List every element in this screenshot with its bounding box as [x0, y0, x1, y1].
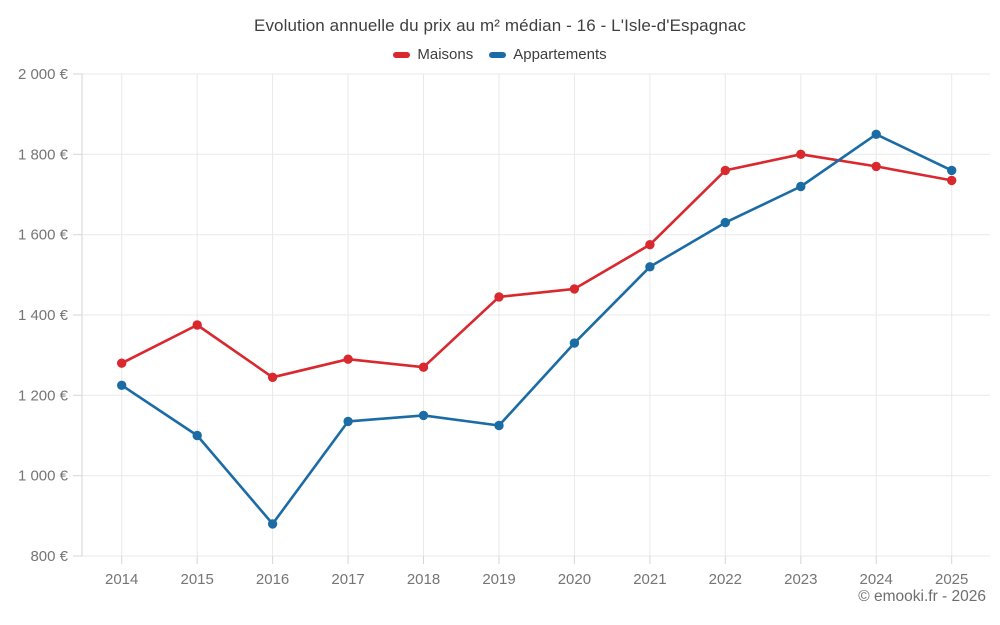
x-tick-label: 2022: [709, 571, 742, 588]
x-tick-label: 2023: [784, 571, 817, 588]
data-point-maisons-2015: [192, 320, 202, 330]
legend-item-maisons[interactable]: Maisons: [393, 46, 473, 63]
x-tick-label: 2020: [558, 571, 591, 588]
data-point-maisons-2018: [418, 362, 429, 372]
data-point-appartements-2019: [494, 420, 504, 431]
legend-label: Appartements: [513, 46, 607, 63]
legend-item-appartements[interactable]: Appartements: [489, 46, 607, 63]
x-tick-label: 2016: [256, 571, 289, 588]
data-point-appartements-2014: [117, 380, 127, 390]
data-point-appartements-2024: [871, 129, 881, 139]
y-tick-label: 1 000 €: [18, 468, 69, 485]
x-tick-label: 2018: [407, 571, 440, 588]
data-point-appartements-2015: [192, 430, 202, 441]
y-tick-label: 1 400 €: [18, 307, 69, 324]
x-tick-label: 2021: [633, 571, 666, 588]
data-point-maisons-2023: [796, 149, 806, 159]
data-point-appartements-2018: [418, 410, 429, 421]
data-point-maisons-2016: [267, 372, 278, 382]
data-point-appartements-2017: [343, 416, 353, 427]
x-tick-label: 2017: [331, 571, 364, 588]
x-tick-label: 2024: [860, 571, 893, 588]
x-tick-label: 2019: [482, 571, 515, 588]
y-tick-label: 1 200 €: [18, 387, 69, 404]
data-point-appartements-2021: [645, 262, 655, 272]
legend-swatch-icon: [393, 51, 411, 58]
data-point-appartements-2020: [569, 338, 580, 348]
series-line-appartements: [120, 133, 954, 526]
data-point-appartements-2022: [720, 217, 730, 228]
x-tick-label: 2015: [181, 571, 214, 588]
data-point-maisons-2020: [569, 284, 580, 294]
chart-legend: Maisons Appartements: [0, 46, 1000, 63]
data-point-maisons-2021: [645, 240, 655, 250]
x-tick-label: 2025: [935, 571, 968, 588]
data-point-appartements-2016: [267, 519, 278, 529]
legend-label: Maisons: [417, 46, 474, 63]
y-tick-label: 1 800 €: [18, 146, 69, 163]
data-point-maisons-2017: [343, 354, 353, 364]
data-point-appartements-2025: [947, 165, 957, 176]
y-tick-label: 800 €: [30, 548, 68, 565]
x-tick-label: 2014: [105, 571, 138, 588]
data-point-maisons-2019: [494, 292, 504, 302]
legend-swatch-icon: [489, 51, 507, 58]
data-point-maisons-2025: [947, 175, 957, 186]
attribution-text: © emooki.fr - 2026: [858, 588, 986, 605]
series-line-maisons: [120, 153, 954, 379]
data-point-maisons-2014: [117, 358, 127, 368]
data-point-maisons-2022: [720, 165, 730, 176]
y-tick-label: 1 600 €: [18, 227, 69, 244]
data-point-appartements-2023: [796, 181, 806, 192]
chart-title: Evolution annuelle du prix au m² médian …: [254, 16, 746, 35]
y-tick-label: 2 000 €: [18, 66, 69, 83]
data-point-maisons-2024: [871, 161, 881, 172]
